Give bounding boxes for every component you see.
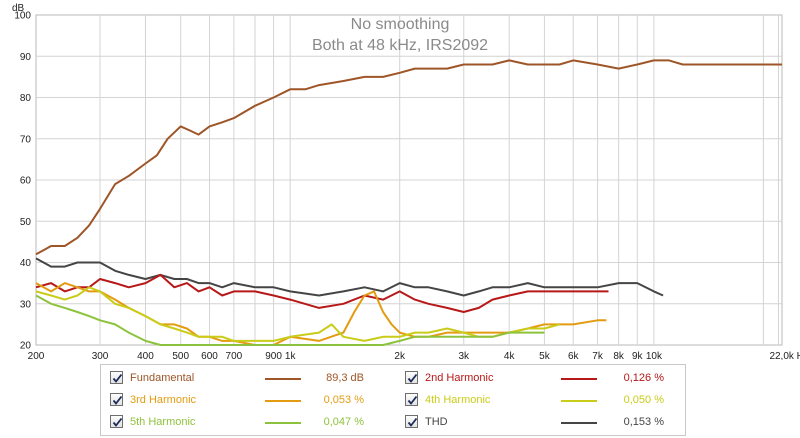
thd-swatch: [561, 422, 597, 424]
x-tick-label: 6k: [568, 351, 580, 360]
y-axis-label: dB: [12, 3, 25, 14]
chart-subtitle: Both at 48 kHz, IRS2092: [312, 37, 488, 54]
checkmark-icon: [112, 395, 123, 405]
3rd-harmonic-label: 3rd Harmonic: [130, 394, 197, 406]
4th-harmonic-label: 4th Harmonic: [425, 394, 491, 406]
2nd-harmonic-swatch: [561, 378, 597, 380]
4th-harmonic-checkbox[interactable]: [405, 393, 418, 406]
4th-harmonic-value: 0,050 %: [623, 394, 664, 406]
legend-panel: Fundamental 89,3 dB 2nd Harmonic 0,126 %…: [100, 364, 686, 436]
chart-title: No smoothing: [351, 16, 450, 33]
5th-harmonic-value: 0,047 %: [323, 416, 364, 428]
legend-row: 5th Harmonic 0,047 % THD 0,153 %: [101, 412, 687, 434]
tick-labels: 20 30 40 50 60 70 80 90 100 200 300 400 500 600 700 900…: [14, 11, 800, 361]
x-tick-label: 1k: [285, 351, 297, 360]
legend-row: 3rd Harmonic 0,053 % 4th Harmonic 0,050 …: [101, 390, 687, 412]
y-tick-label: 70: [20, 134, 32, 145]
2nd-harmonic-label: 2nd Harmonic: [425, 372, 494, 384]
2nd-harmonic-checkbox[interactable]: [405, 371, 418, 384]
checkmark-icon: [112, 373, 123, 383]
fundamental-swatch: [265, 378, 301, 380]
x-tick-label: 600: [201, 351, 218, 360]
legend-item-4th-harmonic: 4th Harmonic 0,050 %: [396, 390, 686, 412]
checkmark-icon: [407, 395, 418, 405]
checkmark-icon: [112, 417, 123, 427]
y-tick-label: 40: [20, 258, 32, 269]
3rd-harmonic-swatch: [265, 400, 301, 402]
y-tick-label: 90: [20, 52, 32, 63]
y-tick-label: 80: [20, 93, 32, 104]
x-tick-label: 2k: [394, 351, 406, 360]
5th-harmonic-swatch: [265, 422, 301, 424]
3rd-harmonic-checkbox[interactable]: [110, 393, 123, 406]
series-line-fundamental: [35, 59, 782, 256]
legend-item-fundamental: Fundamental 89,3 dB: [101, 368, 391, 390]
series-layer: [35, 59, 782, 346]
x-tick-label: 200: [28, 351, 45, 360]
x-tick-label: 22,0k Hz: [769, 351, 800, 360]
x-tick-label: 3k: [458, 351, 470, 360]
x-tick-label: 7k: [592, 351, 604, 360]
x-tick-label: 300: [92, 351, 109, 360]
checkmark-icon: [407, 373, 418, 383]
thd-label: THD: [425, 416, 448, 428]
y-tick-label: 30: [20, 299, 32, 310]
series-line-thd: [35, 257, 664, 297]
frequency-response-chart: 20 30 40 50 60 70 80 90 100 200 300 400 500 600 700 900…: [12, 3, 800, 361]
x-tick-label: 400: [137, 351, 154, 360]
y-tick-label: 50: [20, 217, 32, 228]
x-tick-label: 5k: [539, 351, 551, 360]
x-tick-label: 8k: [613, 351, 625, 360]
legend-item-3rd-harmonic: 3rd Harmonic 0,053 %: [101, 390, 391, 412]
y-tick-label: 60: [20, 176, 32, 187]
3rd-harmonic-value: 0,053 %: [323, 394, 364, 406]
x-tick-label: 4k: [504, 351, 516, 360]
legend-item-thd: THD 0,153 %: [396, 412, 686, 434]
series-line-4th-harmonic: [35, 286, 560, 342]
x-tick-label: 900: [265, 351, 282, 360]
series-line-5th-harmonic: [35, 294, 545, 346]
x-tick-label: 9k: [632, 351, 644, 360]
fundamental-value: 89,3 dB: [326, 372, 364, 384]
x-tick-label: 700: [226, 351, 243, 360]
y-tick-label: 100: [14, 11, 31, 22]
legend-item-2nd-harmonic: 2nd Harmonic 0,126 %: [396, 368, 686, 390]
legend-item-5th-harmonic: 5th Harmonic 0,047 %: [101, 412, 391, 434]
fundamental-label: Fundamental: [130, 372, 195, 384]
y-tick-label: 20: [20, 341, 32, 352]
fundamental-checkbox[interactable]: [110, 371, 123, 384]
legend-row: Fundamental 89,3 dB 2nd Harmonic 0,126 %: [101, 368, 687, 390]
checkmark-icon: [407, 417, 418, 427]
5th-harmonic-label: 5th Harmonic: [130, 416, 196, 428]
grid-lines: [36, 15, 782, 345]
series-line-2nd-harmonic: [35, 273, 609, 313]
4th-harmonic-swatch: [561, 400, 597, 402]
series-line-3rd-harmonic: [35, 282, 607, 346]
thd-value: 0,153 %: [623, 416, 664, 428]
5th-harmonic-checkbox[interactable]: [110, 415, 123, 428]
2nd-harmonic-value: 0,126 %: [623, 372, 664, 384]
x-tick-label: 500: [172, 351, 189, 360]
thd-checkbox[interactable]: [405, 415, 418, 428]
x-tick-label: 10k: [646, 351, 663, 360]
